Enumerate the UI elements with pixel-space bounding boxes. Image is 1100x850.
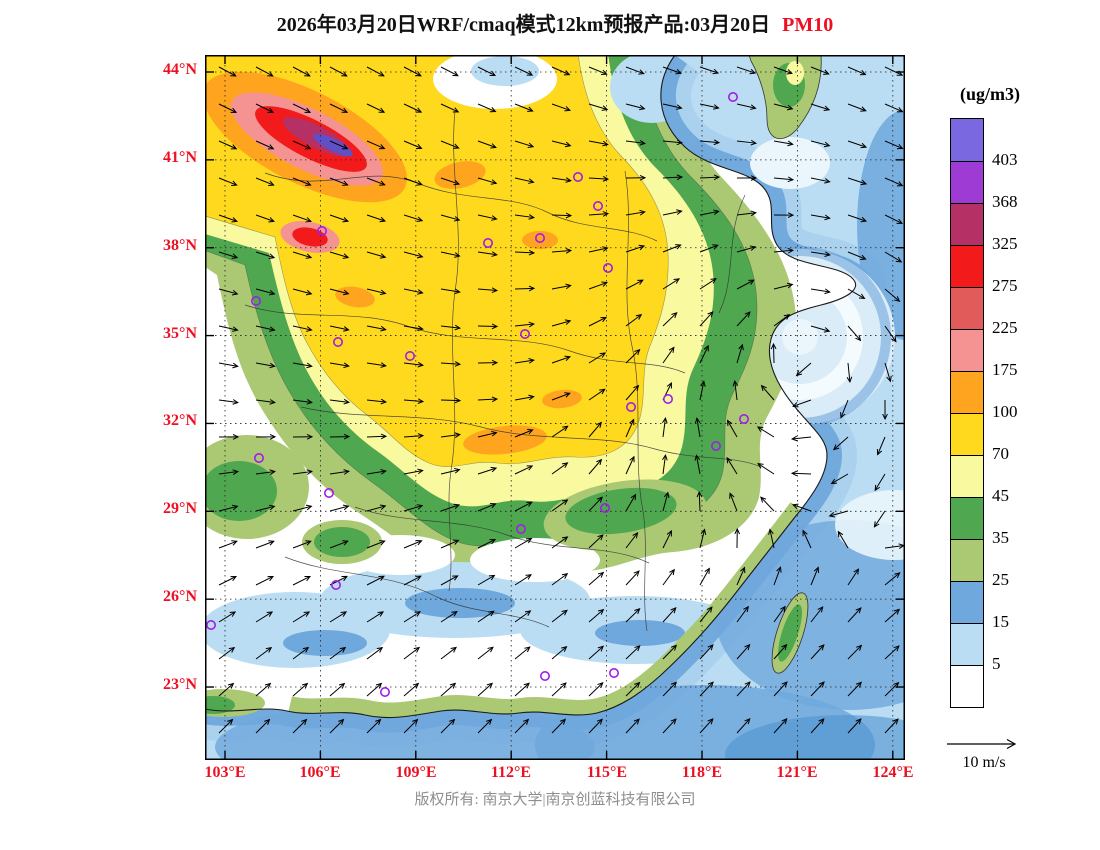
lat-tick-label: 29°N xyxy=(163,500,197,517)
lat-tick-label: 41°N xyxy=(163,149,197,166)
copyright-text: 版权所有: 南京大学|南京创蓝科技有限公司 xyxy=(414,792,696,808)
colorbar-tick-label: 275 xyxy=(992,276,1018,295)
city-marker xyxy=(253,452,264,463)
colorbar-segment xyxy=(951,245,983,287)
colorbar-tick-label: 225 xyxy=(992,318,1018,337)
city-marker xyxy=(250,296,261,307)
colorbar-segment xyxy=(951,371,983,413)
lon-tick-label: 103°E xyxy=(204,764,246,781)
colorbar-segment xyxy=(951,203,983,245)
colorbar-segment xyxy=(951,581,983,623)
colorbar-tick-label: 325 xyxy=(992,234,1018,253)
map-plot xyxy=(205,55,905,760)
city-marker xyxy=(324,487,335,498)
colorbar-segment xyxy=(951,497,983,539)
korea-peninsula xyxy=(748,55,822,140)
city-marker xyxy=(710,440,721,451)
forecast-title-text: 2026年03月20日WRF/cmaq模式12km预报产品:03月20日 xyxy=(276,14,771,36)
colorbar-tick-label: 403 xyxy=(992,150,1018,169)
wind-arrow-icon xyxy=(947,738,1017,750)
city-marker xyxy=(599,502,610,513)
colorbar xyxy=(950,118,984,708)
lon-tick-label: 109°E xyxy=(395,764,437,781)
colorbar-tick-label: 368 xyxy=(992,192,1018,211)
colorbar-tick-label: 100 xyxy=(992,402,1018,421)
colorbar-tick-label: 45 xyxy=(992,486,1009,505)
city-marker xyxy=(727,91,738,102)
city-marker xyxy=(515,523,526,534)
colorbar-segment xyxy=(951,413,983,455)
city-marker xyxy=(333,336,344,347)
city-marker xyxy=(572,172,583,183)
pollutant-label: PM10 xyxy=(782,14,834,36)
city-marker xyxy=(380,686,391,697)
city-marker xyxy=(206,619,216,630)
city-marker xyxy=(602,263,613,274)
map-frame xyxy=(205,55,905,760)
lat-tick-label: 32°N xyxy=(163,412,197,429)
colorbar-unit-label: (ug/m3) xyxy=(960,84,1020,104)
colorbar-segment xyxy=(951,665,983,707)
colorbar-tick-label: 70 xyxy=(992,444,1009,463)
lat-tick-label: 23°N xyxy=(163,676,197,693)
lat-tick-label: 26°N xyxy=(163,588,197,605)
lon-tick-label: 124°E xyxy=(872,764,914,781)
city-marker xyxy=(482,238,493,249)
colorbar-segment xyxy=(951,539,983,581)
wind-vector-field xyxy=(218,66,905,734)
lat-tick-label: 44°N xyxy=(163,61,197,78)
city-marker xyxy=(625,401,636,412)
city-marker xyxy=(738,413,749,424)
city-marker xyxy=(519,328,530,339)
city-marker xyxy=(405,350,416,361)
lon-tick-label: 106°E xyxy=(299,764,341,781)
city-marker xyxy=(317,226,328,237)
colorbar-segment xyxy=(951,119,983,161)
wind-legend: 10 m/s xyxy=(938,736,1030,772)
lat-tick-label: 38°N xyxy=(163,237,197,254)
lon-tick-label: 121°E xyxy=(776,764,818,781)
boundary-lines xyxy=(205,55,857,719)
colorbar-tick-label: 5 xyxy=(992,654,1001,673)
nw-dust-hotspot xyxy=(205,71,407,253)
city-marker xyxy=(662,393,673,404)
city-marker xyxy=(539,670,550,681)
coastal-strip xyxy=(205,696,235,714)
city-marker xyxy=(608,667,619,678)
city-marker xyxy=(534,233,545,244)
colorbar-segment xyxy=(951,329,983,371)
colorbar-tick-label: 35 xyxy=(992,528,1009,547)
city-marker xyxy=(331,579,342,590)
lon-tick-label: 115°E xyxy=(586,764,628,781)
axis-ticks xyxy=(206,56,904,759)
colorbar-tick-label: 25 xyxy=(992,570,1009,589)
colorbar-segment xyxy=(951,623,983,665)
lon-tick-label: 112°E xyxy=(490,764,532,781)
colorbar-tick-label: 175 xyxy=(992,360,1018,379)
colorbar-segment xyxy=(951,161,983,203)
colorbar-segment xyxy=(951,287,983,329)
colorbar-labels: 403 368 325 275 225 175 100 70 45 35 25 15 5 xyxy=(992,118,1052,706)
city-marker xyxy=(592,201,603,212)
page-title: 2026年03月20日WRF/cmaq模式12km预报产品:03月20日 PM10 xyxy=(145,8,965,37)
city-markers xyxy=(206,91,749,697)
wind-speed-legend: 10 m/s xyxy=(962,754,1006,771)
coastline xyxy=(205,55,857,719)
colorbar-segment xyxy=(951,455,983,497)
lat-lon-grid xyxy=(205,55,905,760)
colorbar-tick-label: 15 xyxy=(992,612,1009,631)
lat-tick-label: 35°N xyxy=(163,325,197,342)
lon-tick-label: 118°E xyxy=(681,764,723,781)
